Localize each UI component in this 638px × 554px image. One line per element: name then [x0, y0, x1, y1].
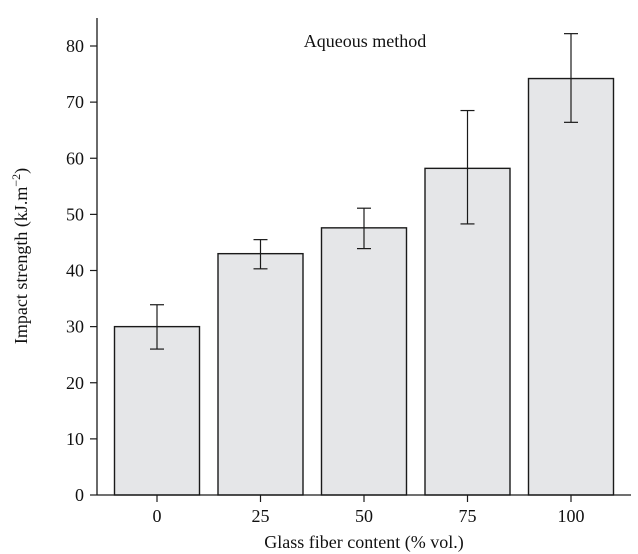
y-tick-label: 70 [66, 92, 84, 112]
x-tick-label-75: 75 [459, 506, 477, 526]
y-tick-label: 30 [66, 317, 84, 337]
bars-group [113, 77, 615, 496]
y-axis-title: Impact strength (kJ.m−2) [9, 168, 32, 344]
y-tick-label: 50 [66, 204, 84, 224]
y-axis-ticks: 0 10 20 30 40 50 60 70 80 [66, 36, 97, 505]
x-tick-label-0: 0 [153, 506, 162, 526]
error-bar-0 [150, 304, 164, 350]
y-axis-title-main: Impact strength (kJ.m [11, 187, 32, 344]
x-axis-ticks: 0 25 50 75 100 [153, 495, 585, 526]
y-tick-label: 0 [75, 485, 84, 505]
error-bar-75 [460, 109, 475, 225]
y-tick-label: 80 [66, 36, 84, 56]
x-tick-label-50: 50 [355, 506, 373, 526]
y-tick-label: 60 [66, 148, 84, 168]
bar-0 [113, 325, 201, 496]
error-bar-100 [564, 33, 578, 123]
y-tick-label: 10 [66, 429, 84, 449]
x-tick-label-100: 100 [558, 506, 585, 526]
y-axis-title-close: ) [11, 168, 32, 174]
x-axis-title: Glass fiber content (% vol.) [264, 532, 463, 553]
y-axis-title-superscript: −2 [9, 174, 23, 187]
error-bar-50 [357, 207, 371, 250]
bar-25 [217, 252, 304, 496]
error-bars-group [150, 33, 578, 350]
y-tick-label: 40 [66, 261, 84, 281]
error-bar-25 [253, 239, 268, 270]
x-tick-label-25: 25 [252, 506, 270, 526]
chart-annotation: Aqueous method [304, 31, 426, 51]
y-tick-label: 20 [66, 373, 84, 393]
bar-50 [320, 227, 408, 496]
bar-100 [527, 77, 615, 496]
